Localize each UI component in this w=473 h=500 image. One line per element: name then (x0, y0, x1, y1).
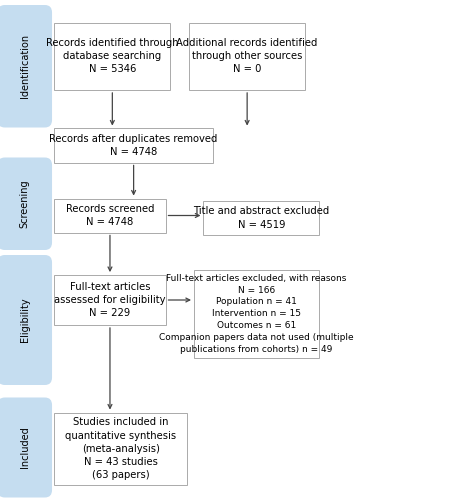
Text: Full-text articles
assessed for eligibility
N = 229: Full-text articles assessed for eligibil… (54, 282, 166, 318)
Text: Title and abstract excluded
N = 4519: Title and abstract excluded N = 4519 (193, 206, 330, 230)
FancyBboxPatch shape (194, 270, 319, 358)
FancyBboxPatch shape (54, 198, 166, 232)
Text: Records screened
N = 4748: Records screened N = 4748 (66, 204, 154, 227)
FancyBboxPatch shape (189, 22, 305, 90)
Text: Included: Included (20, 426, 30, 469)
FancyBboxPatch shape (54, 22, 170, 90)
Text: Eligibility: Eligibility (20, 298, 30, 343)
FancyBboxPatch shape (0, 5, 52, 128)
Text: Identification: Identification (20, 34, 30, 98)
Text: Records identified through
database searching
N = 5346: Records identified through database sear… (46, 38, 179, 74)
FancyBboxPatch shape (54, 412, 187, 485)
Text: Full-text articles excluded, with reasons
N = 166
Population n = 41
Intervention: Full-text articles excluded, with reason… (159, 274, 354, 353)
Text: Records after duplicates removed
N = 4748: Records after duplicates removed N = 474… (50, 134, 218, 157)
Text: Additional records identified
through other sources
N = 0: Additional records identified through ot… (176, 38, 318, 74)
FancyBboxPatch shape (0, 158, 52, 250)
FancyBboxPatch shape (0, 255, 52, 385)
FancyBboxPatch shape (54, 275, 166, 325)
Text: Screening: Screening (20, 180, 30, 228)
Text: Studies included in
quantitative synthesis
(meta-analysis)
N = 43 studies
(63 pa: Studies included in quantitative synthes… (65, 418, 176, 480)
FancyBboxPatch shape (54, 128, 213, 162)
FancyBboxPatch shape (203, 201, 319, 235)
FancyBboxPatch shape (0, 398, 52, 498)
